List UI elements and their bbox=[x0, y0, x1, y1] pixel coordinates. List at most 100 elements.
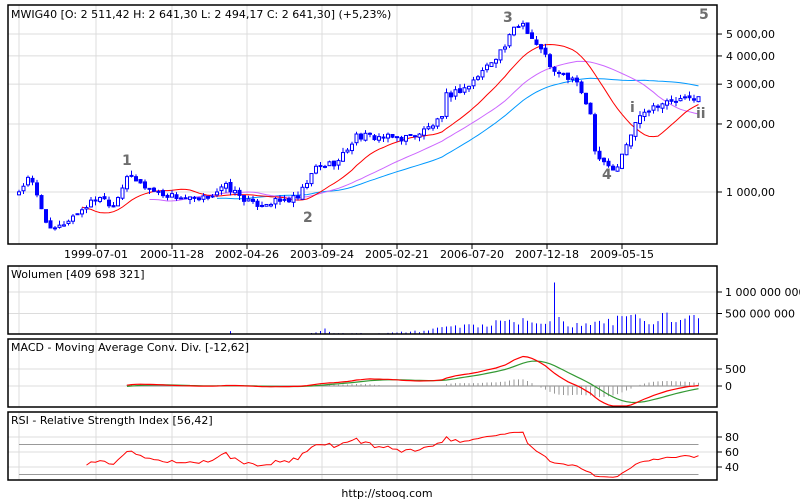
candle bbox=[467, 85, 471, 92]
candle-body bbox=[471, 79, 476, 87]
candle bbox=[111, 202, 116, 208]
y-tick-label: 40 bbox=[725, 461, 739, 474]
candle-body bbox=[588, 102, 593, 115]
candle-body bbox=[125, 176, 129, 190]
price-panel: MWIG40 [O: 2 511,42 H: 2 641,30 L: 2 494… bbox=[7, 4, 775, 261]
candle bbox=[494, 58, 498, 69]
candle bbox=[422, 126, 426, 140]
candle-body bbox=[629, 134, 633, 147]
y-tick-label: 60 bbox=[725, 446, 739, 459]
candle-body bbox=[512, 26, 516, 36]
candle-body bbox=[57, 224, 62, 228]
candle bbox=[678, 94, 683, 102]
candle-body bbox=[570, 77, 575, 81]
candle bbox=[21, 183, 26, 194]
candle bbox=[332, 160, 336, 170]
candle bbox=[480, 67, 485, 80]
candle-body bbox=[611, 165, 615, 171]
candle bbox=[188, 196, 192, 205]
y-tick-label: 5 000,00 bbox=[726, 28, 775, 41]
candle bbox=[287, 196, 291, 204]
wave-label-3: 3 bbox=[503, 10, 513, 26]
candle bbox=[471, 76, 476, 89]
candle-body bbox=[467, 85, 471, 90]
candle bbox=[152, 186, 156, 193]
candle bbox=[435, 117, 440, 129]
candle bbox=[615, 164, 620, 172]
volume-title: Wolumen [409 698 321] bbox=[11, 268, 145, 281]
candle-body bbox=[323, 165, 327, 168]
candle-body bbox=[444, 92, 449, 117]
wave-label-4: 4 bbox=[602, 167, 612, 183]
candle bbox=[107, 196, 111, 209]
candle-body bbox=[503, 46, 507, 50]
wave-label-ii: ii bbox=[696, 106, 706, 122]
wave-label-i: i bbox=[630, 100, 635, 116]
candle bbox=[507, 33, 512, 49]
candle bbox=[273, 197, 278, 209]
rsi-y-axis: 80 60 40 bbox=[717, 431, 739, 474]
candle bbox=[660, 102, 665, 113]
stooq-link[interactable]: http://stooq.com bbox=[341, 487, 432, 500]
candle-body bbox=[210, 195, 215, 198]
candle-body bbox=[48, 220, 53, 229]
candle bbox=[143, 179, 147, 190]
candle bbox=[309, 173, 314, 187]
candle bbox=[521, 20, 525, 30]
candle bbox=[206, 195, 210, 201]
candle bbox=[530, 29, 534, 39]
candle bbox=[341, 147, 345, 162]
candle-body bbox=[336, 160, 341, 166]
candle-body bbox=[624, 144, 629, 156]
candle bbox=[93, 196, 98, 206]
x-tick-label: 2000-11-28 bbox=[140, 248, 204, 261]
candle bbox=[291, 191, 296, 208]
candle bbox=[534, 36, 539, 46]
candle bbox=[413, 134, 417, 140]
x-tick-label: 2009-05-15 bbox=[590, 248, 654, 261]
candle bbox=[39, 194, 44, 210]
candle bbox=[386, 132, 390, 143]
candle bbox=[48, 217, 53, 229]
candle bbox=[548, 53, 552, 70]
candle-body bbox=[318, 165, 323, 168]
candle-body bbox=[201, 195, 206, 200]
candle bbox=[381, 134, 386, 143]
volume-panel-frame bbox=[7, 265, 718, 335]
candle bbox=[80, 207, 84, 218]
candle-body bbox=[440, 116, 444, 119]
candle-body bbox=[363, 132, 368, 141]
candle bbox=[588, 102, 593, 115]
candle bbox=[377, 133, 381, 143]
rsi-line bbox=[86, 431, 699, 478]
candle-body bbox=[143, 181, 147, 189]
candle-body bbox=[188, 196, 192, 200]
candle bbox=[336, 158, 341, 170]
candle bbox=[98, 196, 102, 204]
date-x-axis: 1999-07-01 2000-11-28 2002-04-26 2003-09-24… bbox=[64, 244, 654, 261]
candle-body bbox=[494, 58, 498, 64]
candle-body bbox=[597, 150, 602, 160]
macd-lines bbox=[126, 355, 699, 407]
candle bbox=[629, 134, 633, 150]
candle bbox=[201, 193, 206, 203]
candle bbox=[404, 134, 408, 146]
candle bbox=[345, 147, 350, 154]
candle-body bbox=[548, 54, 552, 68]
macd-line bbox=[126, 355, 699, 407]
candle-body bbox=[417, 133, 422, 138]
candle-body bbox=[89, 199, 93, 208]
candle bbox=[89, 196, 93, 208]
candle bbox=[138, 179, 143, 184]
candle-body bbox=[408, 134, 413, 137]
candle-body bbox=[575, 77, 579, 83]
candle-body bbox=[426, 126, 431, 130]
candle bbox=[584, 92, 588, 105]
volume-y-axis: 1 000 000 000 500 000 000 bbox=[717, 286, 800, 321]
volume-gridlines bbox=[8, 266, 717, 334]
candle bbox=[102, 193, 107, 200]
candle bbox=[417, 133, 422, 142]
price-gridlines bbox=[8, 5, 717, 244]
candle-body bbox=[431, 125, 435, 129]
candle-body bbox=[638, 115, 642, 124]
